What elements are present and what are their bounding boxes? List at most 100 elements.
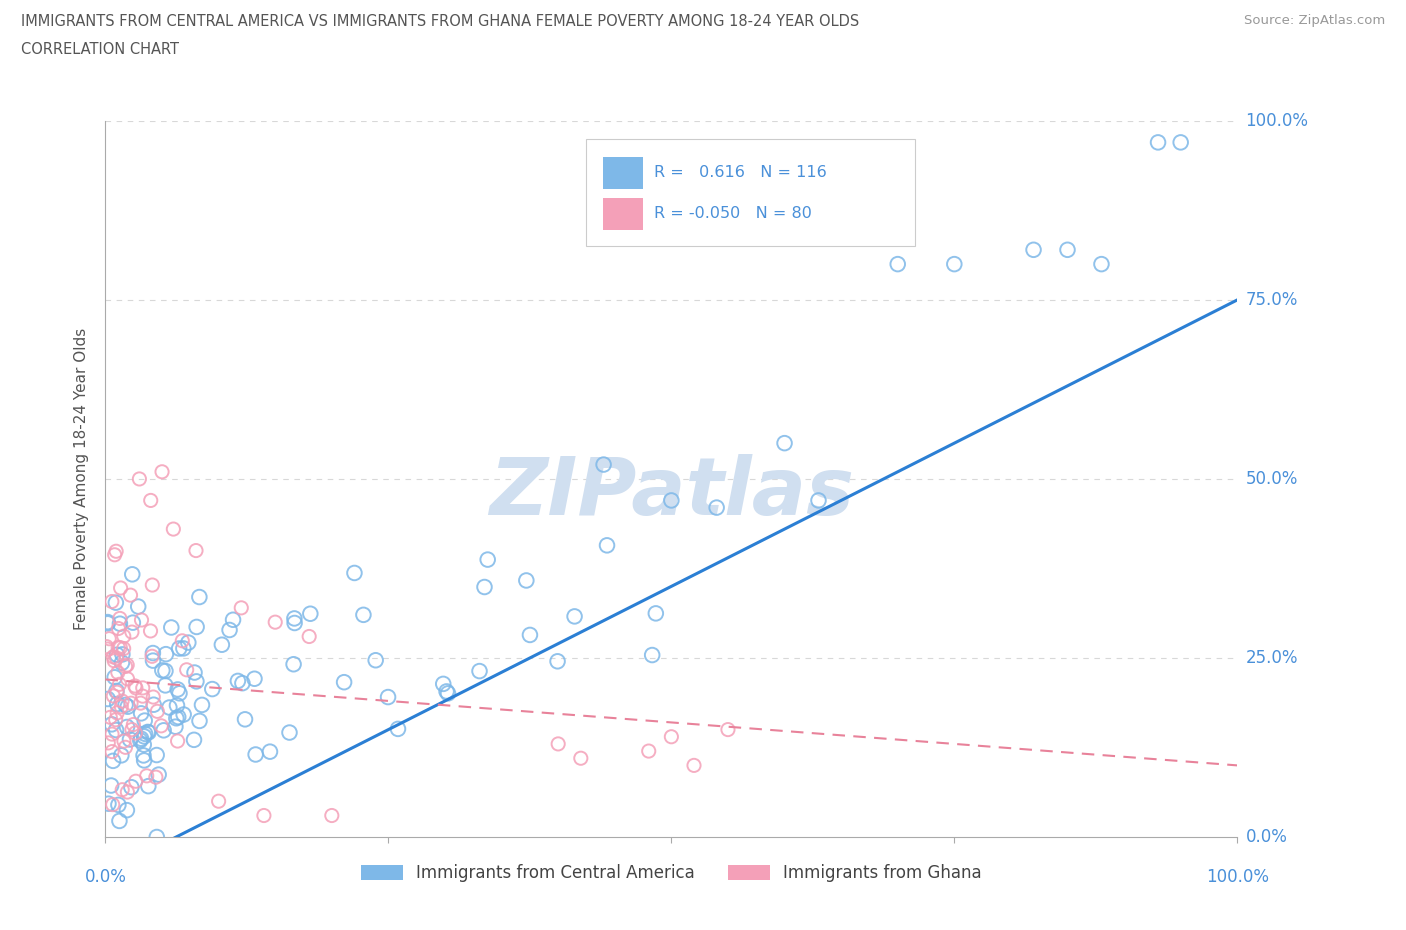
Point (569, 751, 592, 765)
Point (105, 723, 128, 737)
Point (245, 747, 267, 762)
Legend: Immigrants from Central America, Immigrants from Ghana: Immigrants from Central America, Immigra… (361, 864, 981, 883)
Point (142, 645, 165, 660)
Point (117, 699, 139, 714)
Point (117, 785, 139, 800)
Point (142, 698, 165, 712)
Point (160, 620, 183, 635)
Point (150, 663, 173, 678)
Point (112, 641, 135, 656)
Point (165, 711, 187, 725)
Text: 0.0%: 0.0% (1246, 828, 1288, 846)
Point (105, 544, 128, 559)
Point (139, 493, 162, 508)
Point (188, 590, 211, 604)
Point (1170, 135, 1192, 150)
Point (186, 674, 208, 689)
Point (162, 522, 184, 537)
Point (321, 808, 343, 823)
Point (120, 696, 142, 711)
Point (139, 623, 162, 638)
Point (111, 656, 134, 671)
Point (352, 607, 374, 622)
Point (125, 774, 148, 789)
Point (165, 719, 187, 734)
Point (717, 722, 740, 737)
Point (101, 717, 124, 732)
Point (115, 658, 138, 672)
Point (211, 637, 233, 652)
Text: 50.0%: 50.0% (1246, 470, 1298, 488)
Point (146, 704, 169, 719)
Point (155, 663, 177, 678)
Point (105, 647, 128, 662)
Point (103, 688, 125, 703)
Point (333, 675, 356, 690)
Point (145, 748, 167, 763)
Point (183, 733, 205, 748)
Text: ZIPatlas: ZIPatlas (489, 454, 853, 532)
Point (114, 740, 136, 755)
Point (97, 796, 120, 811)
Point (184, 543, 207, 558)
Point (129, 733, 152, 748)
Point (105, 697, 128, 711)
FancyBboxPatch shape (603, 157, 643, 189)
Text: 100.0%: 100.0% (1246, 112, 1309, 130)
Point (127, 599, 149, 614)
Point (519, 628, 541, 643)
Point (135, 768, 157, 783)
Point (121, 616, 143, 631)
Point (167, 710, 190, 724)
Point (104, 595, 127, 610)
Point (166, 698, 188, 712)
Point (155, 678, 177, 693)
Point (108, 611, 131, 626)
Point (477, 552, 499, 567)
Point (173, 707, 195, 722)
Point (131, 689, 153, 704)
Point (125, 681, 148, 696)
Text: 0.0%: 0.0% (84, 868, 127, 885)
Point (128, 472, 150, 486)
Point (134, 753, 156, 768)
Point (111, 647, 134, 662)
Point (132, 737, 155, 752)
Text: IMMIGRANTS FROM CENTRAL AMERICA VS IMMIGRANTS FROM GHANA FEMALE POVERTY AMONG 18: IMMIGRANTS FROM CENTRAL AMERICA VS IMMIG… (21, 14, 859, 29)
Point (218, 622, 240, 637)
Point (468, 664, 491, 679)
Point (120, 779, 142, 794)
Point (107, 797, 129, 812)
Point (97, 692, 120, 707)
Point (104, 712, 127, 727)
Point (110, 580, 132, 595)
Point (644, 606, 666, 621)
Point (105, 650, 128, 665)
Point (706, 500, 728, 515)
Point (124, 679, 146, 694)
Point (1056, 243, 1078, 258)
Point (117, 671, 139, 686)
Point (253, 808, 276, 823)
Point (547, 654, 569, 669)
Point (98, 631, 121, 646)
Point (683, 758, 706, 773)
Point (108, 814, 131, 829)
Point (114, 659, 136, 674)
Point (136, 724, 159, 739)
Point (474, 579, 496, 594)
Point (278, 725, 301, 740)
Point (107, 665, 129, 680)
Point (437, 686, 460, 701)
Point (115, 720, 138, 735)
Point (432, 676, 454, 691)
Point (96, 642, 118, 657)
Point (208, 794, 231, 809)
Point (101, 744, 124, 759)
Point (146, 830, 169, 844)
Point (111, 694, 134, 709)
Point (283, 657, 305, 671)
Point (172, 641, 194, 656)
Point (142, 653, 165, 668)
Point (98, 710, 121, 724)
